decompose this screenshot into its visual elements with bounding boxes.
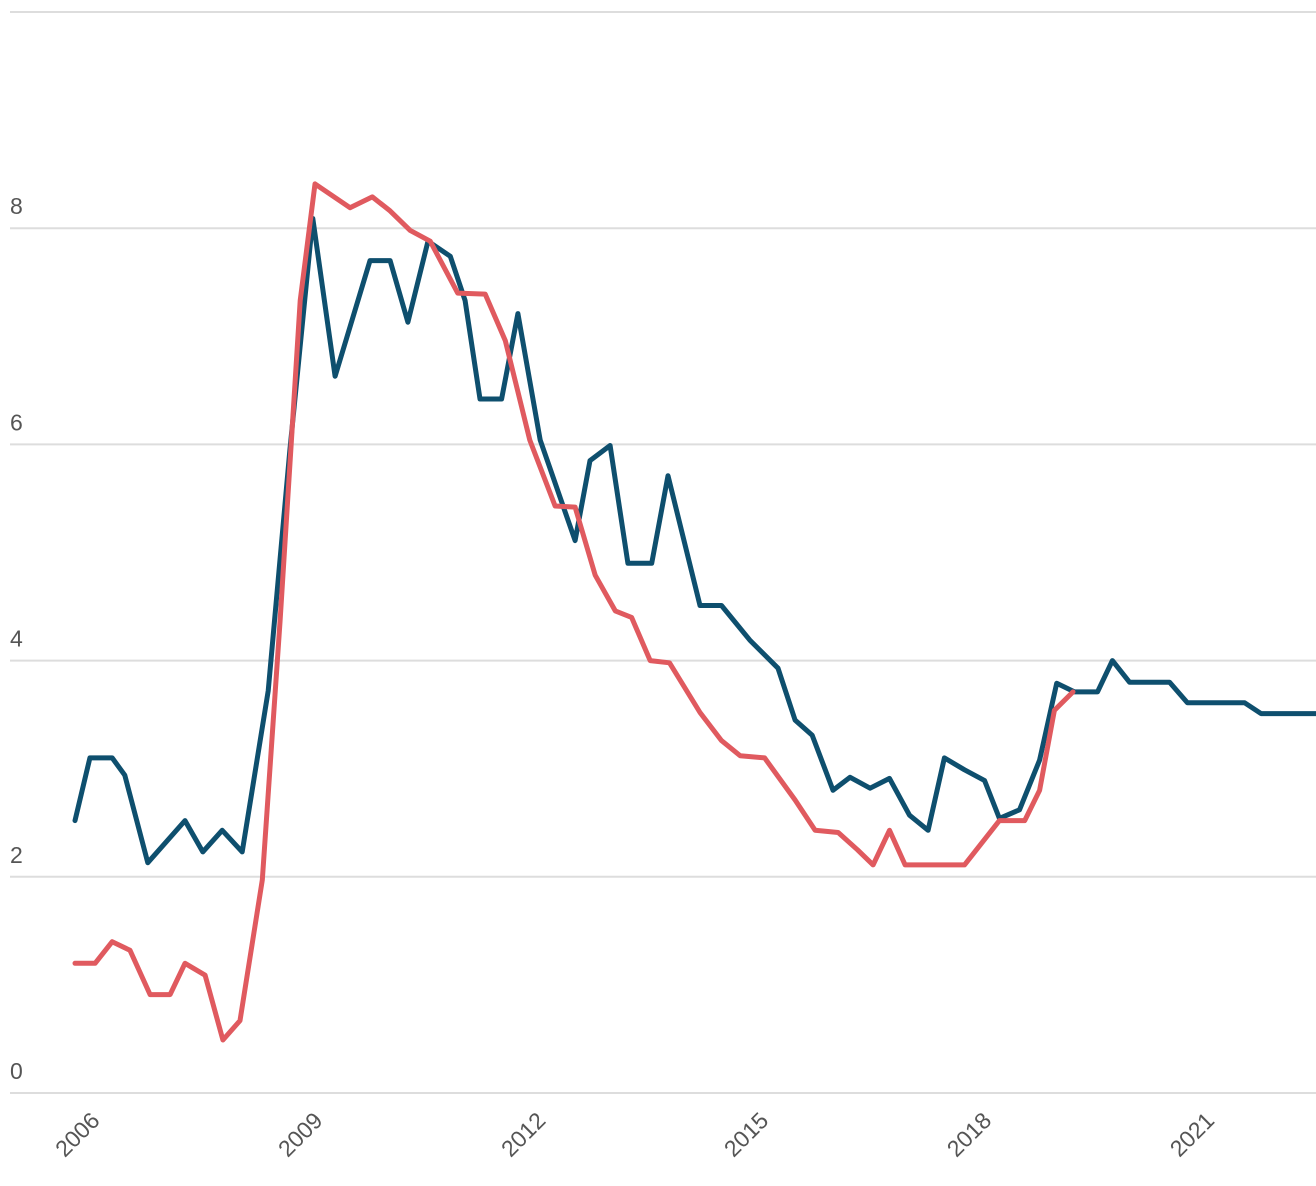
x-tick-label: 2018	[942, 1107, 997, 1162]
x-tick-label: 2021	[1165, 1107, 1220, 1162]
x-tick-label: 2015	[719, 1107, 774, 1162]
series-line	[72, 216, 1316, 866]
x-tick-label: 2012	[496, 1107, 551, 1162]
x-tick-label: 2009	[273, 1107, 328, 1162]
y-tick-label: 8	[10, 193, 23, 219]
y-tick-label: 10	[10, 0, 36, 3]
x-tick-label: 2006	[50, 1107, 105, 1162]
y-tick-label: 2	[10, 842, 23, 868]
series-line	[72, 181, 1076, 1043]
y-tick-label: 4	[10, 626, 23, 652]
y-tick-label: 6	[10, 409, 23, 435]
y-tick-label: 0	[10, 1058, 23, 1084]
